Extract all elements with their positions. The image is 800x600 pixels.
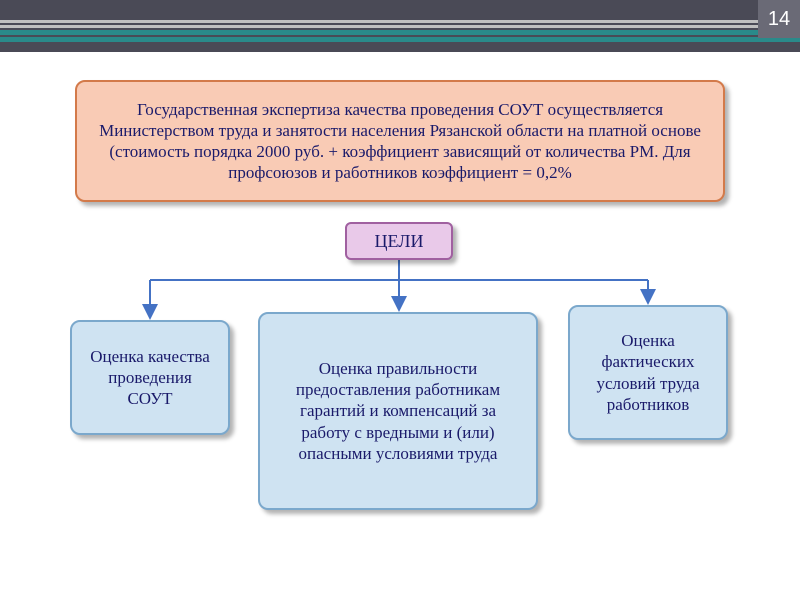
top-description-box: Государственная экспертиза качества пров… bbox=[75, 80, 725, 202]
slide-header: 14 bbox=[0, 0, 800, 52]
header-stripe bbox=[0, 25, 800, 28]
header-stripe bbox=[0, 20, 800, 23]
goal-text-quality: Оценка качества проведения СОУТ bbox=[86, 346, 214, 410]
goals-label-text: ЦЕЛИ bbox=[375, 230, 424, 253]
goal-box-conditions: Оценка фактических условий труда работни… bbox=[568, 305, 728, 440]
goals-label-box: ЦЕЛИ bbox=[345, 222, 453, 260]
page-number-badge: 14 bbox=[758, 0, 800, 38]
goal-box-quality: Оценка качества проведения СОУТ bbox=[70, 320, 230, 435]
header-stripe bbox=[0, 37, 800, 42]
top-description-text: Государственная экспертиза качества пров… bbox=[91, 99, 709, 184]
goal-text-conditions: Оценка фактических условий труда работни… bbox=[584, 330, 712, 415]
goal-box-compensation: Оценка правильности предоставления работ… bbox=[258, 312, 538, 510]
goal-text-compensation: Оценка правильности предоставления работ… bbox=[274, 358, 522, 464]
header-stripe bbox=[0, 30, 800, 35]
